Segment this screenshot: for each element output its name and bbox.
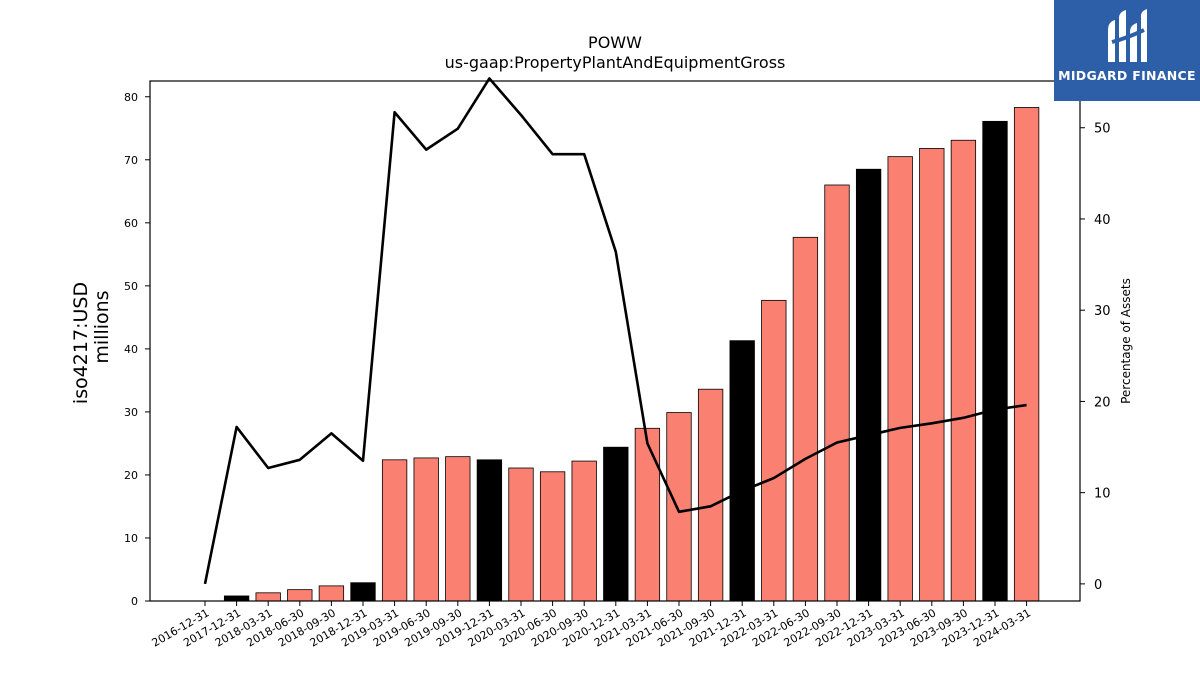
y-tick-label: 80 xyxy=(124,91,138,104)
midgard-logo-icon xyxy=(1108,9,1147,62)
y-axis-right: 0 10 20 30 40 50 xyxy=(1080,122,1111,593)
y2-tick-label: 20 xyxy=(1094,395,1111,410)
bar-2021-06-30 xyxy=(666,412,692,602)
bar-2021-03-31 xyxy=(634,427,661,602)
bar-2024-03-31 xyxy=(1013,107,1040,602)
chart-title: POWW xyxy=(588,33,642,52)
bar-2022-09-30 xyxy=(824,184,850,602)
y-tick-label: 60 xyxy=(124,217,138,230)
bar-2020-03-31 xyxy=(508,467,534,602)
y-axis-left: 0 10 20 30 40 50 60 70 80 xyxy=(124,91,150,608)
y-tick-label: 0 xyxy=(131,595,138,608)
y-axis-unit-label: millions xyxy=(91,290,113,363)
plot-frame xyxy=(149,80,1081,602)
bar-2021-12-31 xyxy=(729,340,755,602)
x-axis: 2016-12-312017-12-312018-03-312018-06-30… xyxy=(150,601,1033,650)
bar-2020-06-30 xyxy=(539,471,566,602)
y2-axis-label: Percentage of Assets xyxy=(1119,278,1133,404)
bar-2019-03-31 xyxy=(381,459,408,602)
y-tick-label: 40 xyxy=(124,343,138,356)
bar-2023-03-31 xyxy=(887,156,913,602)
y-tick-label: 70 xyxy=(124,154,138,167)
chart-subtitle: us-gaap:PropertyPlantAndEquipmentGross xyxy=(445,53,786,72)
y2-tick-label: 50 xyxy=(1094,122,1111,137)
line-series xyxy=(203,77,1027,585)
bar-2023-12-31 xyxy=(982,120,1008,602)
y2-tick-label: 30 xyxy=(1094,304,1111,319)
bar-2021-09-30 xyxy=(697,388,724,602)
bar-2023-09-30 xyxy=(950,139,977,602)
bar-2018-03-31 xyxy=(255,592,281,602)
midgard-finance-logo: MIDGARD FINANCE xyxy=(1054,0,1200,101)
bar-2019-06-30 xyxy=(413,457,439,602)
bar-2020-12-31 xyxy=(603,446,629,602)
y2-tick-label: 10 xyxy=(1094,487,1111,502)
bar-2019-12-31 xyxy=(476,459,503,602)
bar-2022-12-31 xyxy=(855,168,882,602)
y-tick-label: 20 xyxy=(124,469,138,482)
bar-2017-12-31 xyxy=(223,595,250,602)
bar-series xyxy=(223,107,1040,602)
y2-tick-label: 0 xyxy=(1094,578,1102,593)
bar-2022-03-31 xyxy=(761,299,787,602)
bar-2018-09-30 xyxy=(318,585,345,602)
y-axis-label: iso4217:USD xyxy=(70,282,92,404)
y-tick-label: 30 xyxy=(124,406,138,419)
bar-2018-06-30 xyxy=(287,589,313,602)
bar-2022-06-30 xyxy=(792,236,819,602)
bar-2023-06-30 xyxy=(919,148,945,602)
y-tick-label: 50 xyxy=(124,280,138,293)
bar-2018-12-31 xyxy=(350,582,376,602)
percentage-of-assets-line xyxy=(203,77,1027,585)
bar-2019-09-30 xyxy=(445,456,471,602)
y-tick-label: 10 xyxy=(124,532,138,545)
logo-text: MIDGARD FINANCE xyxy=(1058,68,1196,83)
bar-2020-09-30 xyxy=(571,460,597,602)
y2-tick-label: 40 xyxy=(1094,213,1111,228)
